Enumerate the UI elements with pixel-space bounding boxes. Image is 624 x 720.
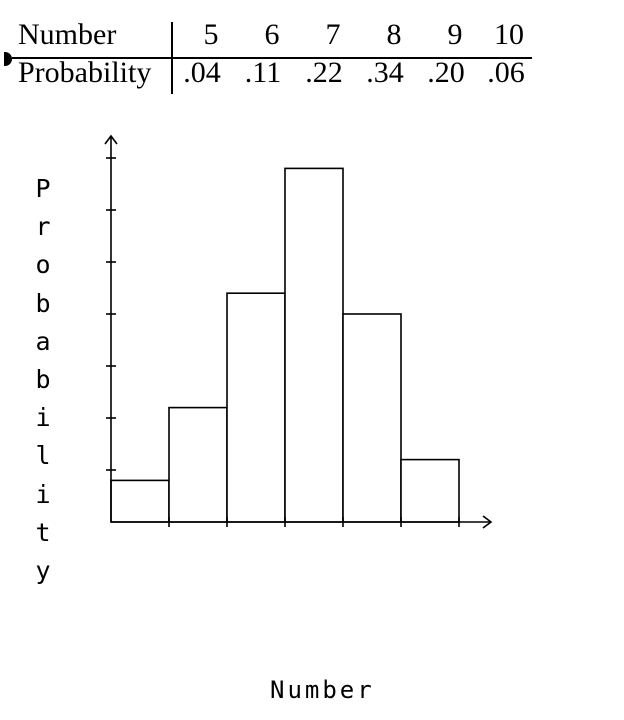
y-axis-label-letter: i	[35, 403, 51, 433]
table-column-rule	[171, 22, 173, 94]
table-number-7: 7	[325, 18, 341, 51]
table-row-label: Probability	[18, 56, 152, 89]
y-axis-label-letter: b	[35, 288, 51, 318]
x-axis-label: Number	[270, 676, 375, 704]
item-marker	[4, 52, 12, 66]
y-axis-label-letter: a	[35, 326, 51, 356]
table-number-8: 8	[386, 18, 402, 51]
histogram-bar-8	[284, 167, 344, 523]
table-probability-7: .22	[305, 56, 343, 89]
x-axis-arrow	[482, 515, 493, 529]
table-number-6: 6	[264, 18, 280, 51]
histogram-bars	[110, 167, 460, 523]
table-header-label: Number	[18, 18, 117, 51]
histogram-bar-6	[168, 406, 228, 523]
table-probability-6: .11	[244, 56, 282, 89]
probability-table: Number Probability 5 6 7 8 9 10 .04 .11 …	[4, 16, 532, 102]
y-axis-label-letter: i	[35, 479, 51, 509]
y-axis-label-letter: t	[35, 517, 51, 547]
histogram-bar-7	[226, 292, 286, 523]
histogram-axes	[104, 134, 493, 529]
table-probability-8: .34	[366, 56, 404, 89]
table-number-9: 9	[447, 18, 463, 51]
table-probability-9: .20	[427, 56, 465, 89]
histogram-bar-9	[342, 313, 402, 523]
histogram-bar-10	[400, 458, 460, 523]
table-number-5: 5	[203, 18, 219, 51]
y-axis-label-letter: o	[35, 250, 51, 280]
y-axis-label-letter: P	[35, 174, 51, 203]
table-header-rule	[12, 57, 532, 59]
histogram-bar-5	[110, 479, 170, 523]
table-number-10: 10	[494, 18, 524, 51]
table-probability-5: .04	[183, 56, 221, 89]
y-axis-label-letter: r	[35, 212, 51, 242]
y-axis-label-letter: y	[35, 556, 51, 586]
y-axis-label-letter: b	[35, 365, 51, 395]
table-probability-10: .06	[487, 56, 525, 89]
y-axis-arrow	[104, 134, 118, 145]
y-axis-label-letter: l	[35, 441, 51, 471]
